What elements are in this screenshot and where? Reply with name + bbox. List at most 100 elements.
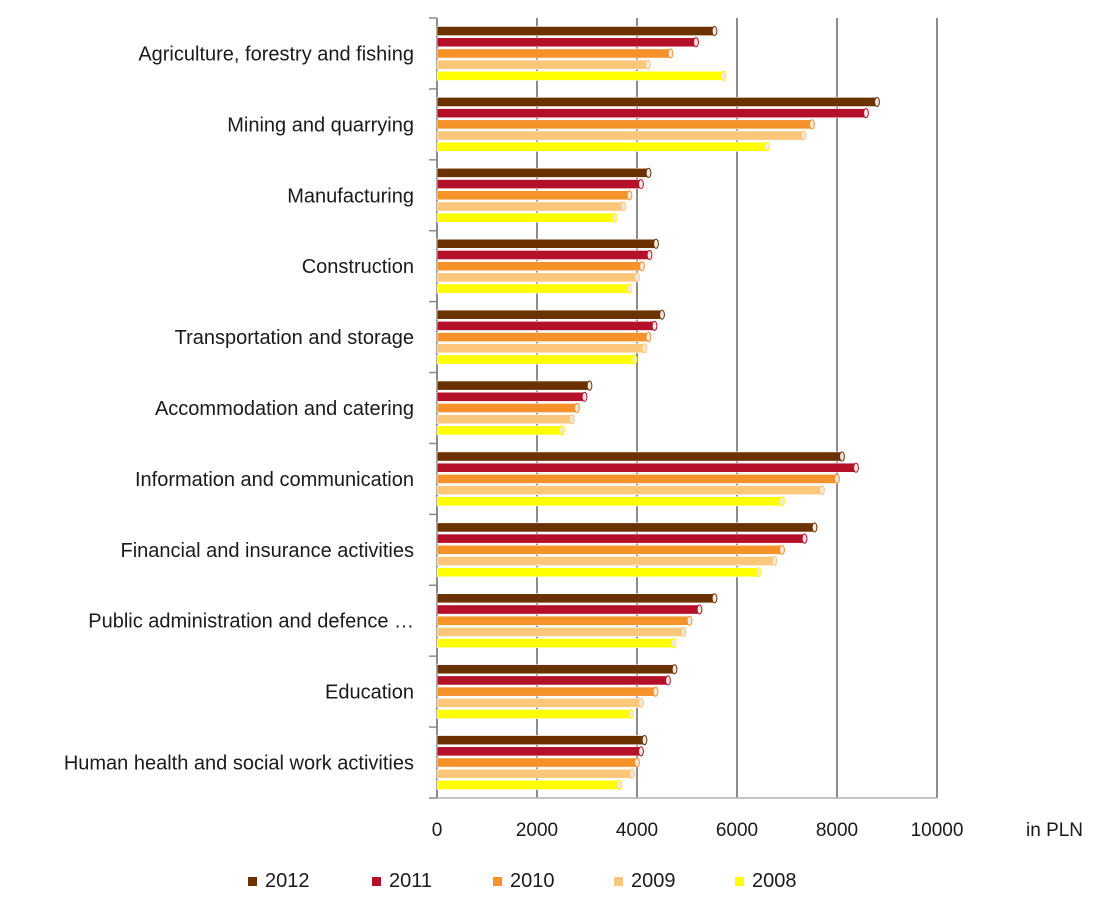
bar-end-cap	[712, 594, 717, 603]
bar-end-cap	[756, 568, 761, 577]
bar	[437, 769, 632, 778]
bar	[437, 780, 620, 789]
bar	[437, 452, 842, 461]
bar	[437, 426, 562, 435]
bar-end-cap	[681, 627, 686, 636]
bar-end-cap	[627, 284, 632, 293]
bar	[437, 687, 656, 696]
bar	[437, 38, 696, 47]
bar-end-cap	[712, 26, 717, 35]
bar	[437, 556, 775, 565]
bar	[437, 310, 662, 319]
bar-end-cap	[810, 120, 815, 129]
bar-end-cap	[802, 534, 807, 543]
bar	[437, 344, 645, 353]
bar	[437, 332, 649, 341]
bar	[437, 284, 630, 293]
bar	[437, 179, 641, 188]
bar-end-cap	[671, 639, 676, 648]
bar-end-cap	[640, 262, 645, 271]
legend-label: 2009	[631, 870, 676, 893]
bar	[437, 191, 630, 200]
bar	[437, 49, 671, 58]
bar-end-cap	[570, 415, 575, 424]
category-label: Financial and insurance activities	[121, 540, 415, 562]
category-label: Mining and quarrying	[227, 114, 414, 136]
legend-label: 2008	[752, 870, 797, 893]
category-labels: Agriculture, forestry and fishing Mining …	[64, 43, 414, 774]
bar	[437, 403, 577, 412]
bar-end-cap	[646, 168, 651, 177]
bar-end-cap	[629, 709, 634, 718]
bar	[437, 534, 805, 543]
bar-end-cap	[864, 109, 869, 118]
bar-end-cap	[840, 452, 845, 461]
bar	[437, 497, 782, 506]
bars	[437, 26, 879, 789]
bar-end-cap	[780, 497, 785, 506]
bar	[437, 639, 674, 648]
legend-swatch	[735, 877, 744, 886]
bar	[437, 239, 656, 248]
bar	[437, 698, 641, 707]
x-tick-label: 4000	[616, 820, 658, 841]
bar-end-cap	[582, 392, 587, 401]
bar-end-cap	[646, 60, 651, 69]
legend-swatch	[372, 877, 381, 886]
bar-end-cap	[694, 38, 699, 47]
bar-end-cap	[635, 758, 640, 767]
category-label: Manufacturing	[287, 185, 414, 207]
category-label: Transportation and storage	[175, 327, 414, 349]
x-tick-label: 8000	[816, 820, 858, 841]
bar-end-cap	[772, 556, 777, 565]
bar	[437, 250, 650, 259]
bar-end-cap	[835, 474, 840, 483]
legend-item: 2010	[493, 870, 555, 893]
bar	[437, 60, 648, 69]
bar-end-cap	[627, 191, 632, 200]
bar-end-cap	[854, 463, 859, 472]
bar-end-cap	[820, 486, 825, 495]
bar-end-cap	[801, 131, 806, 140]
bar	[437, 545, 782, 554]
bar-end-cap	[647, 250, 652, 259]
bar-end-cap	[639, 698, 644, 707]
bar	[437, 71, 724, 80]
category-label: Agriculture, forestry and fishing	[138, 43, 414, 65]
bar-end-cap	[697, 605, 702, 614]
legend-label: 2011	[389, 870, 432, 893]
x-axis: 0 2000 4000 6000 8000 10000	[432, 820, 964, 841]
legend-label: 2010	[510, 870, 555, 893]
legend-swatch	[493, 877, 502, 886]
bar	[437, 142, 767, 151]
bar	[437, 474, 837, 483]
bar	[437, 168, 649, 177]
bar-end-cap	[642, 736, 647, 745]
bar-end-cap	[587, 381, 592, 390]
bar	[437, 262, 642, 271]
bar-end-cap	[639, 179, 644, 188]
bar-end-cap	[621, 202, 626, 211]
bar-end-cap	[654, 239, 659, 248]
bar-end-cap	[672, 665, 677, 674]
legend-item: 2012	[248, 870, 310, 893]
category-label: Public administration and defence …	[88, 611, 414, 633]
bar	[437, 523, 815, 532]
bar	[437, 758, 637, 767]
x-axis-unit-label: in PLN	[1026, 820, 1083, 841]
bar	[437, 676, 668, 685]
bar	[437, 109, 866, 118]
bar-end-cap	[666, 676, 671, 685]
bar	[437, 594, 715, 603]
bar-end-cap	[630, 769, 635, 778]
category-label: Human health and social work activities	[64, 753, 414, 775]
bar	[437, 415, 572, 424]
legend: 2012 2011 2010 2009 2008	[0, 870, 1094, 910]
bar-end-cap	[812, 523, 817, 532]
bar-end-cap	[652, 321, 657, 330]
bar	[437, 131, 804, 140]
bar	[437, 120, 812, 129]
legend-label: 2012	[265, 870, 310, 893]
category-label: Information and communication	[135, 469, 414, 491]
bar-end-cap	[660, 310, 665, 319]
